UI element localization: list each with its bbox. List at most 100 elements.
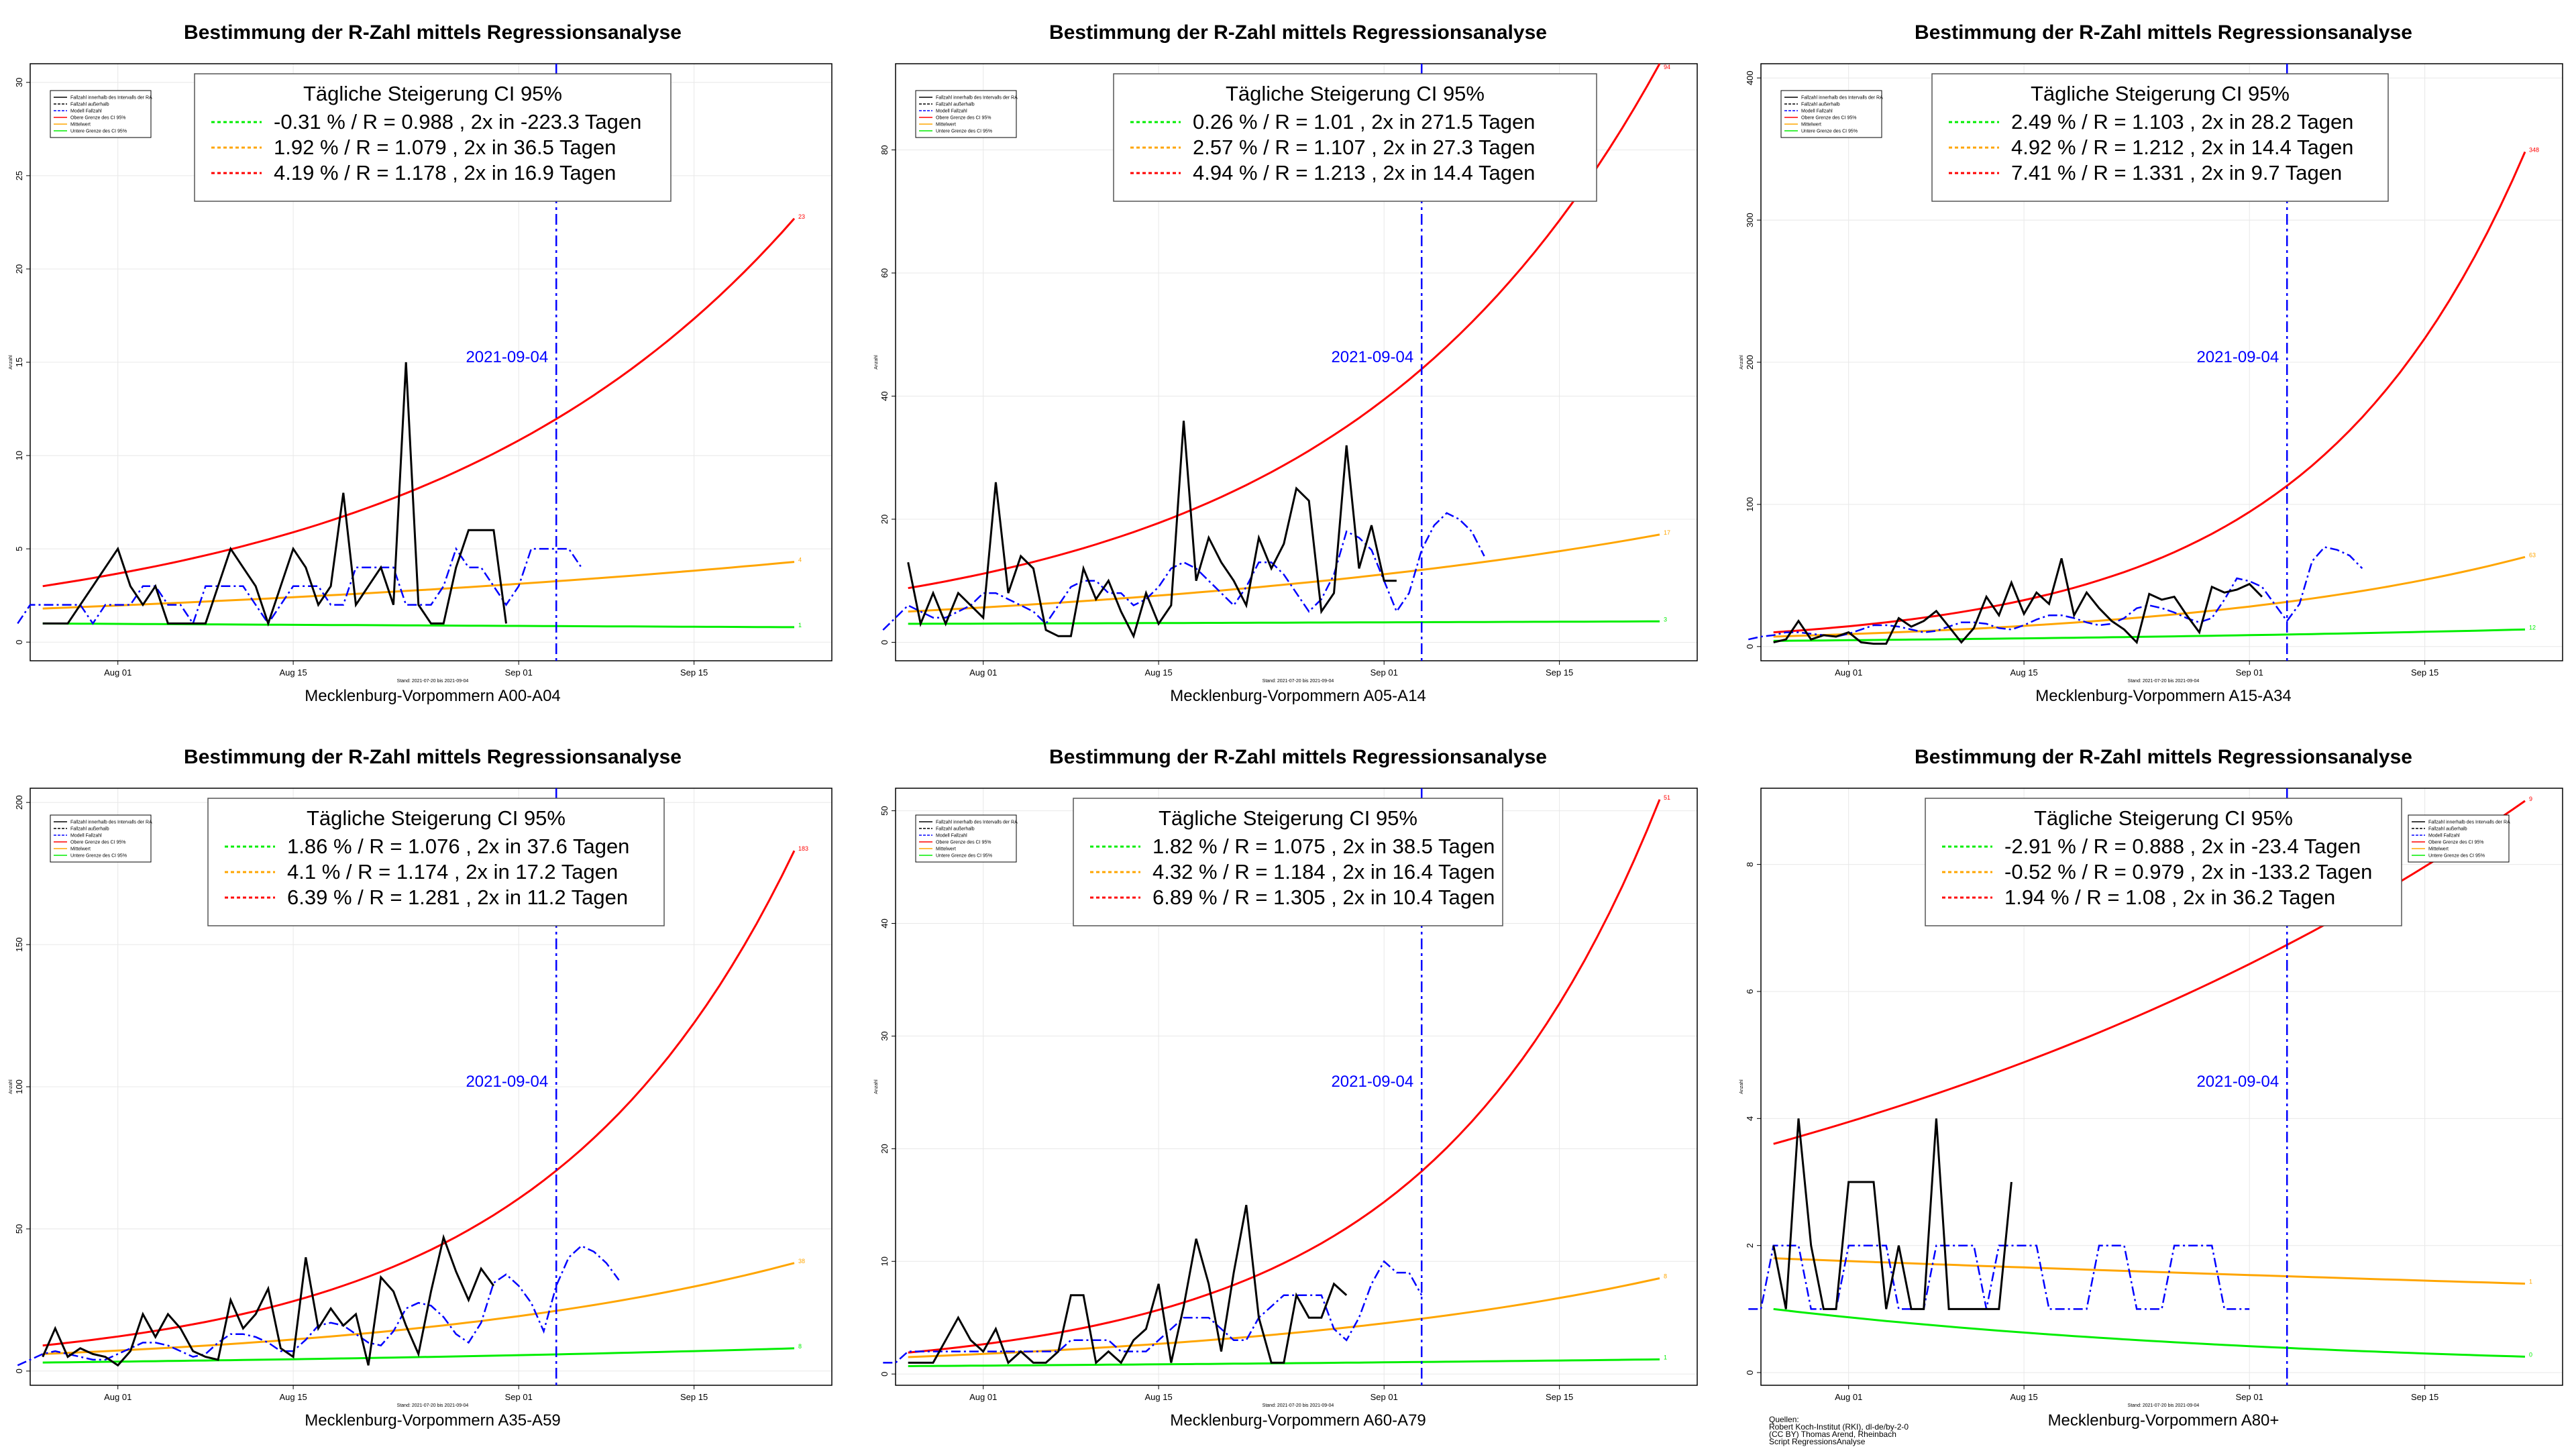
series-model — [17, 547, 582, 626]
series-lower-ci — [908, 620, 1660, 625]
y-tick-label: 0 — [879, 640, 890, 645]
series-model — [882, 512, 1485, 631]
series-end-label: 348 — [2529, 146, 2539, 153]
series-end-label: 12 — [2529, 624, 2536, 631]
ci-legend: Tägliche Steigerung CI 95% 2.49 % / R = 1… — [1931, 73, 2389, 202]
y-axis-label: Anzahl — [874, 1079, 879, 1094]
ci-legend-title: Tägliche Steigerung CI 95% — [1226, 82, 1485, 105]
series-legend-label: Fallzahl außerhalb — [70, 103, 109, 107]
y-tick-label: 0 — [14, 640, 24, 645]
date-marker-label: 2021-09-04 — [466, 348, 548, 366]
ci-legend-title: Tägliche Steigerung CI 95% — [2031, 82, 2290, 105]
ci-legend-box — [194, 73, 672, 202]
series-legend-label: Obere Grenze des CI 95% — [70, 841, 126, 845]
series-observed — [1772, 1118, 2012, 1310]
series-legend-label: Untere Grenze des CI 95% — [2428, 854, 2485, 859]
y-tick-label: 80 — [879, 145, 890, 154]
x-tick-label: Aug 01 — [1835, 667, 1862, 678]
ci-legend-row: -0.31 % / R = 0.988 , 2x in -223.3 Tagen — [274, 110, 641, 133]
x-tick-label: Aug 01 — [969, 667, 997, 678]
series-legend-label: Untere Grenze des CI 95% — [936, 854, 992, 859]
chart-panel-4: Bestimmung der R-Zahl mittels Regression… — [0, 724, 865, 1449]
series-legend-label: Mittelwert — [2428, 847, 2449, 852]
y-tick-label: 15 — [14, 358, 24, 367]
series-legend-label: Obere Grenze des CI 95% — [70, 116, 126, 121]
y-tick-label: 6 — [1745, 989, 1755, 994]
series-upper-ci — [908, 63, 1661, 590]
y-tick-label: 2 — [1745, 1243, 1755, 1248]
y-tick-label: 30 — [879, 1031, 890, 1040]
date-range-caption: Stand: 2021-07-20 bis 2021-09-04 — [1263, 1403, 1334, 1408]
series-legend-label: Untere Grenze des CI 95% — [70, 854, 127, 859]
series-model — [883, 1260, 1423, 1364]
ci-legend-row: 2.49 % / R = 1.103 , 2x in 28.2 Tagen — [2011, 110, 2353, 133]
series-end-label: 17 — [1664, 529, 1670, 536]
y-axis-label: Anzahl — [1739, 1079, 1744, 1094]
ci-legend-row: 6.89 % / R = 1.305 , 2x in 10.4 Tagen — [1152, 885, 1495, 909]
ci-legend-row: 1.92 % / R = 1.079 , 2x in 36.5 Tagen — [274, 136, 616, 159]
series-legend-label: Modell Fallzahl — [2428, 834, 2460, 839]
x-tick-label: Aug 15 — [2010, 1392, 2038, 1402]
x-tick-label: Aug 01 — [104, 667, 131, 678]
chart-svg: Bestimmung der R-Zahl mittels Regression… — [874, 746, 1698, 1430]
series-upper-ci — [42, 217, 796, 588]
series-legend: Fallzahl innerhalb des Intervalls der RA… — [915, 814, 1018, 863]
ci-legend: Tägliche Steigerung CI 95% -0.31 % / R = … — [194, 73, 672, 202]
y-tick-label: 8 — [1745, 862, 1755, 867]
series-legend-label: Fallzahl außerhalb — [936, 103, 975, 107]
series-legend-label: Obere Grenze des CI 95% — [936, 841, 991, 845]
chart-panel-1: Bestimmung der R-Zahl mittels Regression… — [0, 0, 865, 724]
y-axis-label: Anzahl — [874, 355, 879, 370]
series-end-label: 1 — [798, 622, 802, 629]
y-tick-label: 20 — [879, 515, 890, 524]
y-tick-label: 0 — [1745, 644, 1755, 649]
region-caption: Mecklenburg-Vorpommern A00-A04 — [305, 687, 561, 705]
y-tick-label: 50 — [14, 1224, 24, 1234]
series-legend-label: Fallzahl außerhalb — [936, 827, 975, 832]
x-tick-label: Sep 15 — [1546, 667, 1573, 678]
source-note: Script RegressionsAnalyse — [1769, 1437, 1866, 1446]
series-upper-ci — [908, 799, 1661, 1354]
series-upper-ci — [42, 850, 796, 1347]
x-tick-label: Sep 01 — [1371, 667, 1398, 678]
series-end-label: 4 — [798, 557, 802, 564]
ci-legend-box — [1925, 798, 2402, 926]
series-legend: Fallzahl innerhalb des Intervalls der RA… — [1780, 90, 1883, 138]
chart-title: Bestimmung der R-Zahl mittels Regression… — [184, 21, 682, 44]
series-legend-label: Mittelwert — [1801, 123, 1821, 127]
ci-legend-row: 7.41 % / R = 1.331 , 2x in 9.7 Tagen — [2011, 161, 2342, 184]
ci-legend-row: 0.26 % / R = 1.01 , 2x in 271.5 Tagen — [1193, 110, 1535, 133]
series-end-label: 8 — [798, 1343, 802, 1350]
x-tick-label: Aug 15 — [280, 667, 307, 678]
series-legend: Fallzahl innerhalb des Intervalls der RA… — [50, 90, 152, 138]
y-tick-label: 300 — [1745, 213, 1755, 227]
ci-legend-row: 6.39 % / R = 1.281 , 2x in 11.2 Tagen — [287, 885, 628, 909]
series-legend-label: Modell Fallzahl — [70, 109, 102, 114]
ci-legend-title: Tägliche Steigerung CI 95% — [1159, 806, 1417, 830]
x-tick-label: Aug 01 — [969, 1392, 997, 1402]
x-tick-label: Sep 15 — [2411, 1392, 2438, 1402]
region-caption: Mecklenburg-Vorpommern A05-A14 — [1170, 687, 1426, 705]
date-marker-label: 2021-09-04 — [1331, 1073, 1413, 1091]
series-legend-box — [50, 814, 152, 863]
x-tick-label: Sep 15 — [680, 1392, 708, 1402]
chart-panel-5: Bestimmung der R-Zahl mittels Regression… — [865, 724, 1731, 1449]
series-legend-label: Mittelwert — [70, 123, 91, 127]
source-note: Quellen: — [1769, 1415, 1799, 1424]
y-axis-label: Anzahl — [9, 1079, 13, 1094]
series-end-label: 1 — [1664, 1354, 1667, 1360]
region-caption: Mecklenburg-Vorpommern A15-A34 — [2035, 687, 2292, 705]
y-tick-label: 10 — [14, 451, 24, 460]
series-mean — [1773, 1257, 2526, 1285]
chart-svg: Bestimmung der R-Zahl mittels Regression… — [874, 21, 1698, 705]
x-tick-label: Aug 15 — [1145, 667, 1173, 678]
y-axis-label: Anzahl — [1739, 355, 1744, 370]
region-caption: Mecklenburg-Vorpommern A60-A79 — [1170, 1411, 1426, 1430]
ci-legend-row: 4.1 % / R = 1.174 , 2x in 17.2 Tagen — [287, 860, 618, 883]
x-tick-label: Sep 01 — [505, 667, 533, 678]
series-legend-label: Untere Grenze des CI 95% — [1801, 129, 1858, 134]
ci-legend-row: 4.32 % / R = 1.184 , 2x in 16.4 Tagen — [1152, 860, 1495, 883]
x-tick-label: Aug 01 — [104, 1392, 131, 1402]
x-tick-label: Aug 15 — [280, 1392, 307, 1402]
series-end-label: 3 — [1664, 616, 1667, 623]
